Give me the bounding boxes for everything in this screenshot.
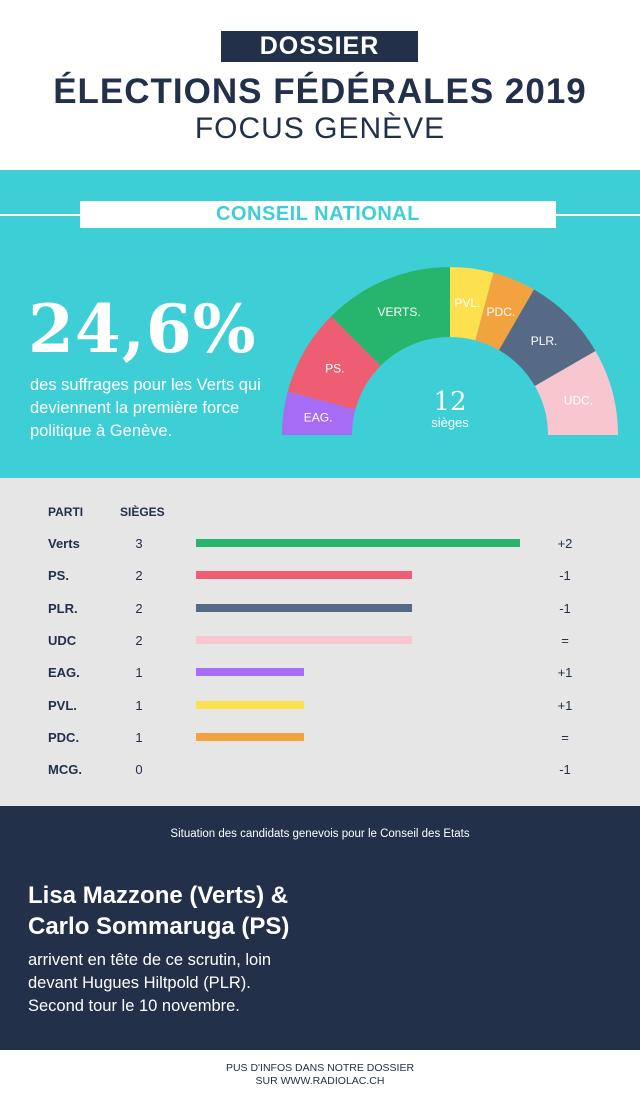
slice-label: PS.: [325, 362, 344, 376]
page-title: ÉLECTIONS FÉDÉRALES 2019: [53, 72, 587, 111]
party-name: PVL.: [48, 697, 77, 713]
seat-count: 2: [135, 568, 143, 584]
seat-change: +1: [557, 665, 573, 681]
page-subtitle: FOCUS GENÈVE: [194, 112, 446, 145]
seat-bar: [196, 732, 304, 741]
slice-verts: [331, 267, 450, 366]
conseil-national-section: CONSEIL NATIONAL 24,6% des suffrages pou…: [0, 170, 640, 478]
seat-bar: [196, 668, 304, 677]
slice-udc: [534, 351, 618, 435]
seat-change: -1: [559, 762, 571, 778]
seat-change: +1: [557, 697, 573, 713]
seat-bar: [196, 603, 412, 612]
conseil-des-etats-section: Situation des candidats genevois pour le…: [0, 806, 640, 1050]
table-row: PS. 2 -1: [0, 568, 640, 588]
party-column-header: PARTI: [48, 505, 84, 519]
header: DOSSIER ÉLECTIONS FÉDÉRALES 2019 FOCUS G…: [0, 0, 640, 170]
slice-pdc: [475, 272, 534, 351]
slice-ps: [287, 316, 381, 410]
seats-total: 12: [433, 387, 466, 417]
slice-label: EAG.: [304, 411, 333, 425]
seats-half-donut-chart: EAG. PS. VERTS. PVL. PDC. PLR. UDC. 12 sièges: [282, 267, 618, 435]
seats-label: sièges: [431, 415, 469, 430]
table-row: PDC. 1 =: [0, 730, 640, 750]
party-name: PS.: [48, 568, 69, 584]
party-name: PDC.: [48, 729, 80, 745]
etats-title: Situation des candidats genevois pour le…: [170, 828, 470, 840]
candidates-heading: Lisa Mazzone (Verts) & Carlo Sommaruga (…: [28, 880, 289, 942]
seat-count: 1: [135, 665, 143, 681]
footer-link[interactable]: SUR WWW.RADIOLAC.CH: [255, 1075, 385, 1087]
party-name: Verts: [48, 536, 80, 551]
seat-count: 3: [135, 536, 143, 551]
seat-count: 2: [135, 632, 143, 648]
seat-count: 2: [135, 600, 143, 616]
candidates-text-line-1: arrivent en tête de ce scrutin, loin: [28, 951, 272, 969]
seat-change: -1: [559, 600, 571, 616]
seat-count: 0: [135, 762, 143, 778]
seat-bar: [196, 539, 520, 547]
footer: PUS D'INFOS DANS NOTRE DOSSIER SUR WWW.R…: [0, 1062, 640, 1088]
slice-plr: [499, 289, 596, 386]
table-row: PVL. 1 +1: [0, 698, 640, 718]
seat-change: =: [561, 729, 569, 745]
slice-label: VERTS.: [378, 305, 421, 319]
seat-count: 1: [135, 729, 143, 745]
candidates-text-line-3: Second tour le 10 novembre.: [28, 997, 240, 1015]
seat-bar: [196, 635, 412, 644]
seat-count: 1: [135, 697, 143, 713]
seat-change: -1: [559, 568, 571, 584]
footer-line-1: PUS D'INFOS DANS NOTRE DOSSIER: [225, 1062, 415, 1074]
table-row: Verts 3 +2: [0, 536, 640, 556]
seat-change: =: [561, 632, 569, 648]
slice-label: PLR.: [531, 334, 558, 348]
table-row: UDC 2 =: [0, 633, 640, 653]
seats-table: PARTI SIÈGES Verts 3 +2 PS. 2 -1 PLR. 2 -1 UDC 2 = E…: [0, 478, 640, 806]
dossier-tag: DOSSIER: [221, 31, 418, 62]
seat-change: +2: [557, 536, 573, 551]
table-row: PLR. 2 -1: [0, 601, 640, 621]
party-name: MCG.: [48, 762, 82, 778]
section-title: CONSEIL NATIONAL: [80, 201, 556, 228]
slice-label: PVL.: [454, 296, 480, 310]
seat-bar: [196, 700, 304, 709]
verts-percent: 24,6%: [28, 290, 257, 368]
party-name: EAG.: [48, 665, 80, 681]
slice-pvl: [450, 267, 494, 341]
party-name: PLR.: [48, 600, 78, 616]
seats-column-header: SIÈGES: [120, 505, 165, 519]
seat-bar: [196, 571, 412, 580]
slice-eag: [282, 391, 356, 435]
candidates-text-line-2: devant Hugues Hiltpold (PLR).: [28, 974, 251, 992]
candidate-line-1: Lisa Mazzone (Verts) &: [28, 882, 289, 909]
percent-description: des suffrages pour les Verts qui devienn…: [30, 376, 261, 440]
slice-label: UDC.: [564, 394, 593, 408]
party-name: UDC: [48, 632, 77, 648]
candidates-text: arrivent en tête de ce scrutin, loin dev…: [28, 949, 271, 1018]
slice-label: PDC.: [487, 305, 516, 319]
table-row: EAG. 1 +1: [0, 665, 640, 685]
table-row: MCG. 0 -1: [0, 762, 640, 782]
candidate-line-2: Carlo Sommaruga (PS): [28, 913, 290, 940]
